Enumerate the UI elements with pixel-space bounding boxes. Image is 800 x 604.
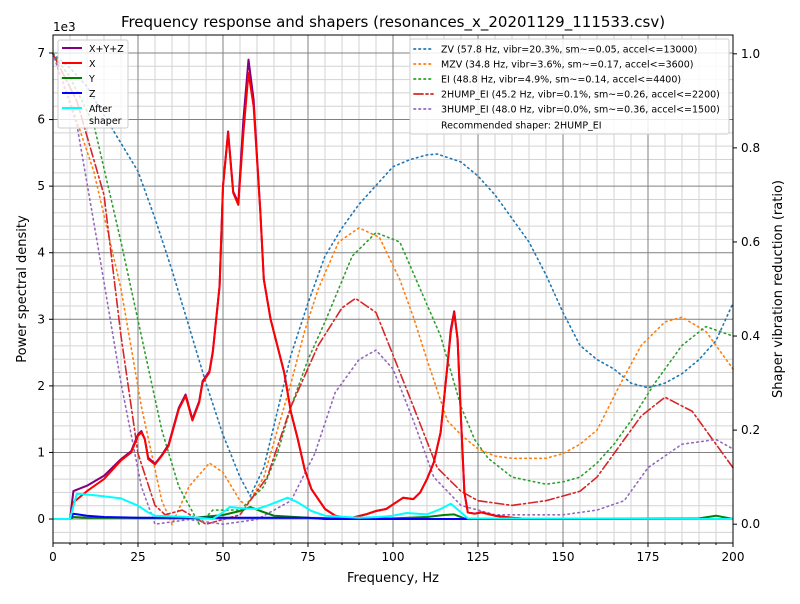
y-right-tick-label: 0.0 — [741, 517, 760, 531]
shaper-line-2 — [52, 53, 734, 526]
y-tick-label: 6 — [37, 113, 45, 127]
psd-line-1 — [53, 72, 733, 520]
axes: 0 25 50 75 100 125 150 175 200 0 1 2 3 4 5 6 7 0.0 0.2 0.4 0… — [37, 34, 760, 564]
recommended-shaper-note: Recommended shaper: 2HUMP_EI — [441, 121, 602, 132]
legend-label: Z — [89, 89, 96, 100]
y-right-tick-label: 0.6 — [741, 235, 760, 249]
series-lines — [52, 53, 734, 527]
legend-box — [409, 38, 730, 135]
psd-line-3 — [53, 512, 733, 520]
x-tick-label: 200 — [722, 550, 745, 564]
y-right-tick-label: 0.4 — [741, 329, 760, 343]
legend-shapers: ZV (57.8 Hz, vibr=20.3%, sm~=0.05, accel… — [409, 38, 730, 135]
shaper-line-0 — [52, 53, 734, 498]
x-tick-label: 75 — [300, 550, 315, 564]
x-tick-label: 175 — [637, 550, 660, 564]
legend-label: X — [89, 59, 96, 70]
x-axis-label: Frequency, Hz — [347, 571, 439, 586]
legend-label: EI (48.8 Hz, vibr=4.9%, sm~=0.14, accel<… — [441, 75, 681, 86]
shaper-line-1 — [52, 53, 734, 527]
legend-label: 2HUMP_EI (45.2 Hz, vibr=0.1%, sm~=0.26, … — [441, 90, 720, 101]
y-right-tick-label: 1.0 — [741, 47, 760, 61]
legend-label: 3HUMP_EI (48.0 Hz, vibr=0.0%, sm~=0.36, … — [441, 105, 720, 116]
y-axis-label: Power spectral density — [15, 215, 30, 363]
y-tick-label: 4 — [37, 246, 45, 260]
y-offset-label: 1e3 — [53, 20, 76, 34]
legend-label: MZV (34.8 Hz, vibr=3.6%, sm~=0.17, accel… — [441, 60, 693, 71]
x-tick-label: 100 — [382, 550, 405, 564]
y-tick-label: 3 — [37, 312, 45, 326]
legend-label: X+Y+Z — [89, 44, 124, 55]
y-right-tick-label: 0.8 — [741, 141, 760, 155]
legend-psd: X+Y+Z XYZ After shaper — [57, 39, 129, 129]
chart-title: Frequency response and shapers (resonanc… — [121, 13, 665, 32]
legend-label: Y — [88, 74, 95, 85]
y-tick-label: 7 — [37, 46, 45, 60]
psd-line-4 — [53, 492, 734, 520]
y-tick-label: 2 — [37, 379, 45, 393]
x-tick-label: 25 — [130, 550, 145, 564]
y-tick-label: 0 — [37, 512, 45, 526]
shaper-line-3 — [52, 53, 734, 526]
shaper-line-4 — [52, 53, 734, 526]
y-tick-label: 5 — [37, 179, 45, 193]
y-right-tick-label: 0.2 — [741, 423, 760, 437]
y-axis-right-label: Shaper vibration reduction (ratio) — [771, 180, 786, 398]
legend-label: ZV (57.8 Hz, vibr=20.3%, sm~=0.05, accel… — [441, 45, 697, 56]
x-tick-label: 0 — [49, 550, 57, 564]
legend-label: After shaper — [89, 104, 122, 127]
x-tick-label: 50 — [215, 550, 230, 564]
x-tick-label: 125 — [467, 550, 490, 564]
x-tick-label: 150 — [552, 550, 575, 564]
y-tick-label: 1 — [37, 445, 45, 459]
